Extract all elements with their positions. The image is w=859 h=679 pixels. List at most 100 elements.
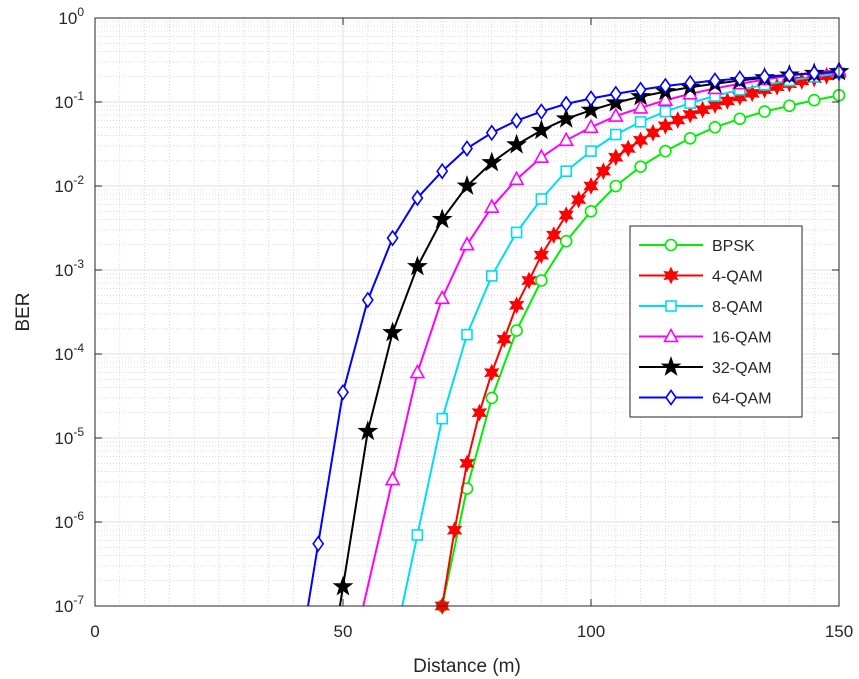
series-64-qam bbox=[307, 63, 845, 606]
diamond-marker bbox=[560, 95, 573, 113]
square-marker bbox=[535, 193, 548, 205]
triangle-marker bbox=[533, 148, 550, 164]
triangle-marker bbox=[384, 470, 401, 486]
series-line bbox=[338, 70, 839, 606]
legend-label: 16-QAM bbox=[712, 330, 772, 347]
legend-entry-64-qam: 64-QAM bbox=[639, 389, 772, 408]
diamond-marker bbox=[783, 66, 796, 84]
diamond-marker bbox=[436, 162, 449, 180]
circle-marker bbox=[758, 105, 771, 118]
diamond-marker bbox=[361, 291, 374, 309]
y-tick-label: 10-2 bbox=[54, 173, 84, 196]
circle-marker bbox=[708, 120, 722, 134]
circle-marker bbox=[609, 179, 623, 193]
pentagram-marker bbox=[456, 175, 478, 195]
triangle-marker bbox=[558, 131, 575, 147]
circle-marker bbox=[485, 391, 499, 405]
circle-marker bbox=[783, 99, 796, 113]
circle-marker bbox=[664, 238, 678, 252]
x-tick-label: 100 bbox=[577, 622, 605, 641]
hexagram-marker bbox=[694, 100, 711, 119]
triangle-marker bbox=[663, 327, 679, 343]
triangle-marker bbox=[632, 99, 649, 114]
y-tick-label: 100 bbox=[58, 5, 84, 28]
hexagram-marker bbox=[663, 266, 679, 285]
pentagram-marker bbox=[506, 133, 527, 154]
circle-marker bbox=[634, 160, 647, 173]
pentagram-marker bbox=[555, 107, 577, 128]
square-marker bbox=[510, 226, 523, 239]
square-marker bbox=[609, 128, 622, 141]
triangle-marker bbox=[583, 118, 599, 134]
circle-marker bbox=[535, 274, 548, 287]
circle-marker bbox=[683, 131, 697, 145]
hexagram-marker bbox=[719, 92, 736, 110]
hexagram-marker bbox=[496, 330, 512, 349]
hexagram-marker bbox=[707, 96, 723, 114]
hexagram-marker bbox=[546, 226, 562, 245]
diamond-marker bbox=[733, 70, 746, 87]
diamond-marker bbox=[609, 85, 622, 103]
diamond-marker bbox=[535, 103, 548, 120]
legend-entry-bpsk: BPSK bbox=[639, 238, 755, 255]
diamond-marker bbox=[461, 140, 473, 157]
x-tick-labels: 0 50 100 150 bbox=[90, 622, 853, 641]
legend-entry-32-qam: 32-QAM bbox=[639, 356, 772, 377]
triangle-marker bbox=[607, 107, 624, 122]
pentagram-marker bbox=[407, 255, 428, 276]
y-tick-label: 10-1 bbox=[54, 89, 84, 112]
circle-marker bbox=[559, 234, 573, 248]
x-tick-label: 150 bbox=[825, 622, 853, 641]
legend-entry-8-qam: 8-QAM bbox=[639, 299, 763, 316]
diamond-marker bbox=[386, 229, 399, 247]
x-tick-label: 50 bbox=[334, 622, 353, 641]
diamond-marker bbox=[808, 64, 821, 82]
axis-ticks bbox=[94, 17, 840, 607]
hexagram-marker bbox=[484, 363, 500, 382]
hexagram-marker bbox=[471, 403, 488, 422]
legend: BPSK 4-QAM 8-QAM 16-QAM 32-QAM 64-QAM bbox=[629, 225, 803, 418]
diamond-marker bbox=[411, 189, 424, 207]
hexagram-marker bbox=[670, 111, 686, 129]
square-marker bbox=[659, 105, 672, 118]
hexagram-marker bbox=[583, 177, 599, 195]
legend-label: 32-QAM bbox=[712, 360, 772, 377]
x-axis-label: Distance (m) bbox=[413, 656, 521, 677]
square-marker bbox=[411, 529, 424, 541]
diamond-marker bbox=[684, 74, 697, 92]
triangle-marker bbox=[657, 91, 674, 107]
x-tick-label: 0 bbox=[90, 622, 99, 641]
y-axis-label: BER bbox=[13, 292, 34, 331]
triangle-marker bbox=[483, 198, 500, 213]
hexagram-marker bbox=[608, 148, 624, 167]
y-tick-label: 10-5 bbox=[54, 425, 84, 448]
hexagram-marker bbox=[533, 246, 550, 265]
pentagram-marker bbox=[660, 356, 682, 376]
hexagram-marker bbox=[521, 271, 537, 290]
pentagram-marker bbox=[431, 208, 453, 229]
square-marker bbox=[560, 165, 573, 178]
plot-frame bbox=[94, 17, 840, 607]
legend-label: BPSK bbox=[712, 238, 755, 255]
circle-marker bbox=[807, 93, 821, 107]
pentagram-marker bbox=[382, 321, 403, 342]
hexagram-marker bbox=[446, 521, 463, 540]
diamond-marker bbox=[634, 81, 647, 99]
triangle-marker bbox=[409, 363, 426, 379]
legend-label: 64-QAM bbox=[712, 391, 772, 408]
square-marker bbox=[585, 145, 597, 157]
diamond-marker bbox=[312, 535, 325, 553]
pentagram-marker bbox=[481, 151, 503, 172]
legend-entry-4-qam: 4-QAM bbox=[639, 266, 763, 286]
pentagram-marker bbox=[580, 99, 602, 119]
legend-label: 8-QAM bbox=[712, 299, 763, 316]
hexagram-marker bbox=[682, 105, 698, 124]
square-marker bbox=[436, 412, 449, 425]
circle-marker bbox=[733, 112, 747, 126]
diamond-marker bbox=[709, 72, 721, 89]
hexagram-marker bbox=[570, 190, 587, 209]
pentagram-marker bbox=[332, 575, 354, 596]
circle-marker bbox=[659, 144, 672, 158]
square-marker bbox=[634, 116, 647, 128]
